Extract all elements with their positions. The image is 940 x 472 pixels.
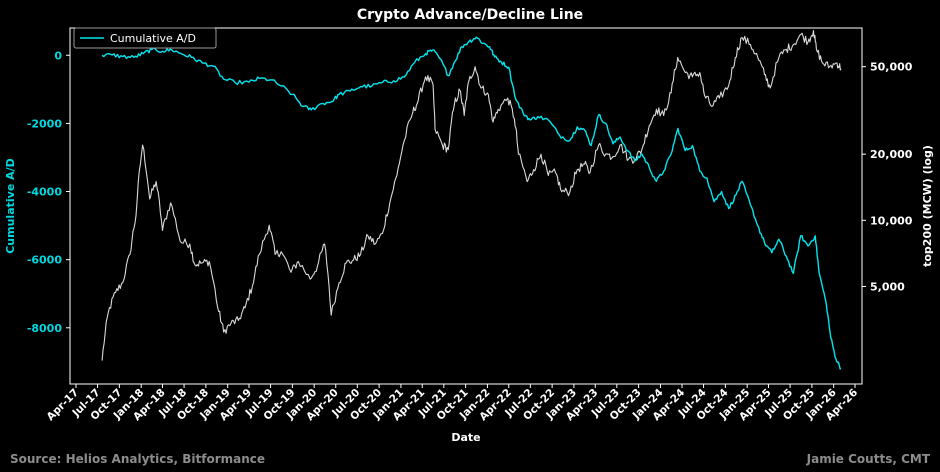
series-group	[101, 30, 842, 370]
left-tick-label: 0	[54, 49, 62, 62]
legend: Cumulative A/D	[73, 27, 217, 49]
right-axis-label: top200 (MCW) (log)	[921, 145, 934, 267]
left-axis-ticks: 0 -2000 -4000 -6000 -8000	[27, 49, 70, 335]
chart-title: Crypto Advance/Decline Line	[357, 7, 583, 23]
left-tick-label: -4000	[27, 186, 63, 199]
right-tick-label: 5,000	[870, 280, 905, 293]
left-tick-label: -6000	[27, 254, 63, 267]
x-axis-label: Date	[451, 431, 480, 444]
right-axis-ticks: 50,000 20,000 10,000 5,000	[862, 61, 913, 293]
author-credit: Jamie Coutts, CMT	[806, 452, 930, 466]
left-axis-label: Cumulative A/D	[4, 158, 17, 254]
right-tick-label: 10,000	[870, 214, 913, 227]
source-note: Source: Helios Analytics, Bitformance	[10, 452, 266, 466]
cumulative-ad-line	[101, 36, 842, 370]
left-tick-label: -8000	[27, 322, 63, 335]
legend-label-ad: Cumulative A/D	[110, 32, 196, 45]
legend-box	[73, 27, 217, 49]
right-tick-label: 20,000	[870, 148, 913, 161]
right-tick-label: 50,000	[870, 61, 913, 74]
left-tick-label: -2000	[27, 117, 63, 130]
index-line	[101, 30, 842, 361]
